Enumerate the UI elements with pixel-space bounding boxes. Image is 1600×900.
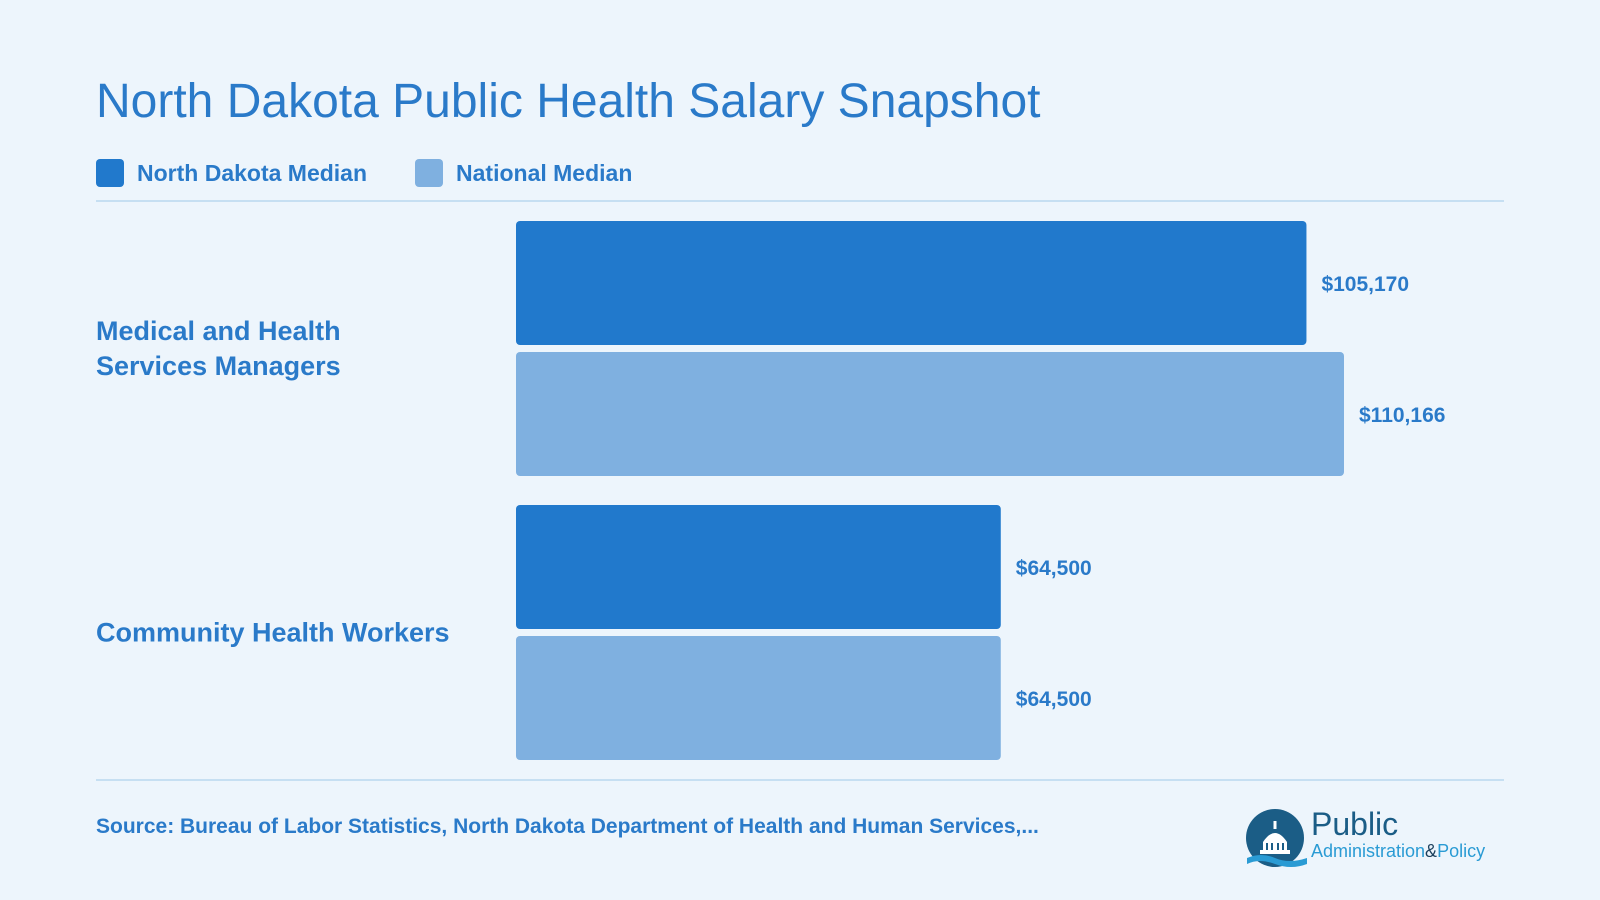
logo-word-admin-policy: Administration&Policy (1311, 841, 1485, 862)
publisher-logo: Public Administration&Policy (1245, 806, 1505, 872)
data-label-national-median-medical-and-health-services-managers: $110,166 (1359, 404, 1445, 427)
bar-national-median-medical-and-health-services-managers (516, 352, 1344, 476)
legend-item-north-dakota: North Dakota Median (96, 159, 367, 187)
legend-swatch-north-dakota (96, 159, 124, 187)
chart-title: North Dakota Public Health Salary Snapsh… (96, 75, 1041, 128)
legend-label-national: National Median (456, 159, 633, 186)
source-note: Source: Bureau of Labor Statistics, Nort… (96, 815, 1039, 838)
category-label-medical-and-health-services-managers: Medical and Health Services Managers (96, 316, 341, 381)
bar-north-dakota-median-community-health-workers (516, 505, 1001, 629)
bar-north-dakota-median-medical-and-health-services-managers (516, 221, 1307, 345)
legend-item-national: National Median (415, 159, 632, 187)
legend-label-north-dakota: North Dakota Median (137, 159, 368, 186)
bottom-divider (96, 779, 1504, 781)
legend-swatch-national (415, 159, 444, 187)
category-label-community-health-workers: Community Health Workers (96, 618, 450, 648)
data-label-national-median-community-health-workers: $64,500 (1016, 688, 1092, 711)
chart-legend: North Dakota Median National Median (96, 159, 632, 187)
logo-word-policy: Policy (1437, 841, 1486, 861)
data-label-north-dakota-median-medical-and-health-services-managers: $105,170 (1321, 273, 1409, 296)
logo-ampersand: & (1425, 841, 1438, 861)
data-label-north-dakota-median-community-health-workers: $64,500 (1016, 557, 1092, 580)
capitol-dome-icon (1246, 809, 1307, 867)
logo-word-public: Public (1311, 806, 1399, 842)
top-divider (96, 200, 1504, 202)
bar-national-median-community-health-workers (516, 636, 1001, 760)
logo-word-administration: Administration (1311, 841, 1426, 861)
